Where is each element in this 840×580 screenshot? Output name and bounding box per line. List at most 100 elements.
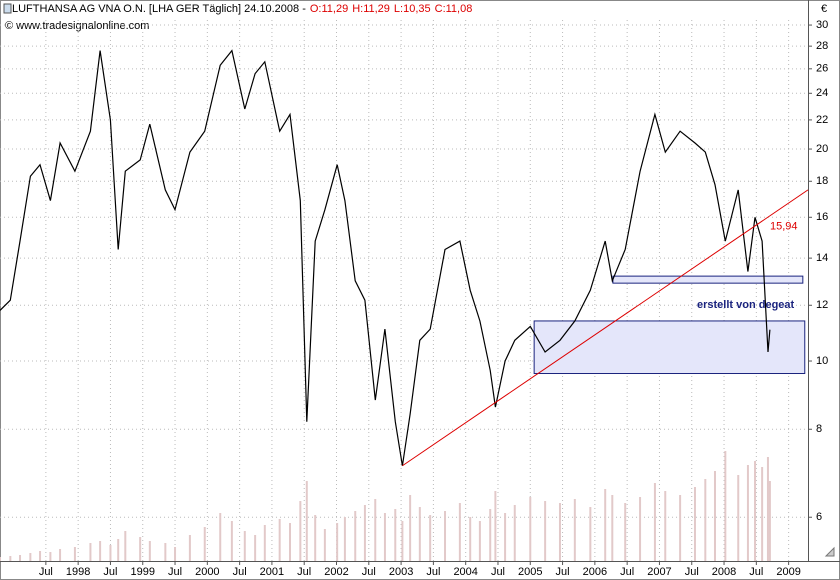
- ohlc-value: C:11,08: [435, 3, 473, 15]
- volume-bar: [754, 461, 757, 561]
- x-tick-label: 2001: [260, 566, 284, 578]
- ohlc: O:11,29 H:11,29 L:10,35 C:11,08: [310, 3, 472, 15]
- y-tick-label: 16: [816, 211, 828, 223]
- volume-bar: [653, 483, 656, 561]
- y-tick-label: 18: [816, 175, 828, 187]
- zone: [533, 320, 806, 375]
- x-tick-label: Jul: [749, 566, 763, 578]
- source: © www.tradesignalonline.com: [5, 20, 149, 32]
- y-tick-label: 8: [816, 423, 822, 435]
- y-tick-label: 10: [816, 355, 828, 367]
- volume-bar: [604, 489, 607, 561]
- x-tick-label: 2000: [195, 566, 219, 578]
- volume-bar: [724, 451, 727, 561]
- volume-bar: [589, 507, 592, 561]
- x-tick-label: 2007: [647, 566, 671, 578]
- volume-bar: [230, 521, 233, 561]
- volume-bar: [148, 541, 151, 561]
- x-tick-label: Jul: [297, 566, 311, 578]
- y-tick-label: 30: [816, 19, 828, 31]
- volume-bar: [219, 513, 222, 561]
- volume-bar: [383, 513, 386, 561]
- volume-bar: [363, 505, 366, 561]
- trendline: [402, 189, 809, 467]
- x-tick-label: Jul: [491, 566, 505, 578]
- volume-bar: [117, 539, 120, 561]
- volume-bar: [768, 481, 771, 561]
- volume-bar: [89, 543, 92, 561]
- volume-bar: [73, 547, 76, 561]
- price-line: [0, 49, 771, 466]
- volume-bar: [139, 537, 142, 561]
- volume-bar: [704, 479, 707, 561]
- volume-bar: [263, 525, 266, 561]
- volume-bar: [394, 509, 397, 561]
- corner-icon: [824, 546, 835, 557]
- volume-bar: [401, 521, 404, 561]
- volume-bar: [558, 503, 561, 561]
- volume-bar: [494, 491, 497, 561]
- volume-bar: [713, 471, 716, 561]
- volume-bar: [124, 531, 127, 561]
- volume-bar: [489, 509, 492, 561]
- x-tick-label: 2002: [324, 566, 348, 578]
- x-tick-label: Jul: [39, 566, 53, 578]
- volume-bar: [374, 499, 377, 561]
- y-tick-label: 14: [816, 252, 828, 264]
- volume-bar: [305, 481, 308, 561]
- volume-bar: [746, 465, 749, 561]
- x-tick-label: 2006: [583, 566, 607, 578]
- x-tick-label: Jul: [362, 566, 376, 578]
- volume-bar: [188, 535, 191, 561]
- volume-bar: [761, 467, 764, 561]
- x-tick-label: Jul: [233, 566, 247, 578]
- zone: [612, 275, 804, 284]
- y-tick-label: 6: [816, 511, 822, 523]
- volume-bar: [444, 511, 447, 561]
- volume-bar: [639, 497, 642, 561]
- volume-bar: [39, 551, 42, 561]
- x-tick-label: 2008: [712, 566, 736, 578]
- volume-bar: [278, 519, 281, 561]
- volume-bar: [679, 495, 682, 561]
- volume-bar: [737, 475, 740, 561]
- volume-bar: [336, 523, 339, 561]
- x-tick-label: Jul: [168, 566, 182, 578]
- volume-bar: [343, 517, 346, 561]
- volume-bar: [409, 495, 412, 561]
- y-tick-label: 26: [816, 63, 828, 75]
- volume-bar: [664, 491, 667, 561]
- x-tick-label: Jul: [685, 566, 699, 578]
- volume-bar: [766, 457, 769, 561]
- volume-bar: [429, 515, 432, 561]
- volume-bar: [203, 527, 206, 561]
- x-tick-label: 1998: [66, 566, 90, 578]
- x-tick-label: Jul: [103, 566, 117, 578]
- volume-bar: [174, 547, 177, 561]
- ohlc-value: H:11,29: [352, 3, 390, 15]
- chart-title: LUFTHANSA AG VNA O.N. [LHA GER Täglich] …: [12, 3, 472, 15]
- annotation: erstellt von degeat: [697, 299, 795, 311]
- volume-bar: [478, 521, 481, 561]
- title: LUFTHANSA AG VNA O.N. [LHA GER Täglich] …: [12, 3, 306, 15]
- trendline-label: 15,94: [770, 220, 798, 232]
- volume-bar: [544, 501, 547, 561]
- volume-bar: [611, 495, 614, 561]
- x-tick-label: Jul: [620, 566, 634, 578]
- volume-bar: [19, 555, 22, 561]
- volume-bar: [513, 505, 516, 561]
- volume-bar: [243, 531, 246, 561]
- volume-bar: [693, 487, 696, 561]
- ohlc-value: L:10,35: [394, 3, 431, 15]
- volume-bar: [529, 497, 532, 561]
- x-tick-label: 1999: [130, 566, 154, 578]
- volume-bar: [504, 513, 507, 561]
- volume-bar: [164, 543, 167, 561]
- currency: €: [821, 3, 827, 15]
- volume-bar: [0, 557, 1, 561]
- icon: [3, 3, 12, 14]
- volume-bar: [289, 523, 292, 561]
- volume-bar: [254, 535, 257, 561]
- x-tick-label: 2004: [453, 566, 477, 578]
